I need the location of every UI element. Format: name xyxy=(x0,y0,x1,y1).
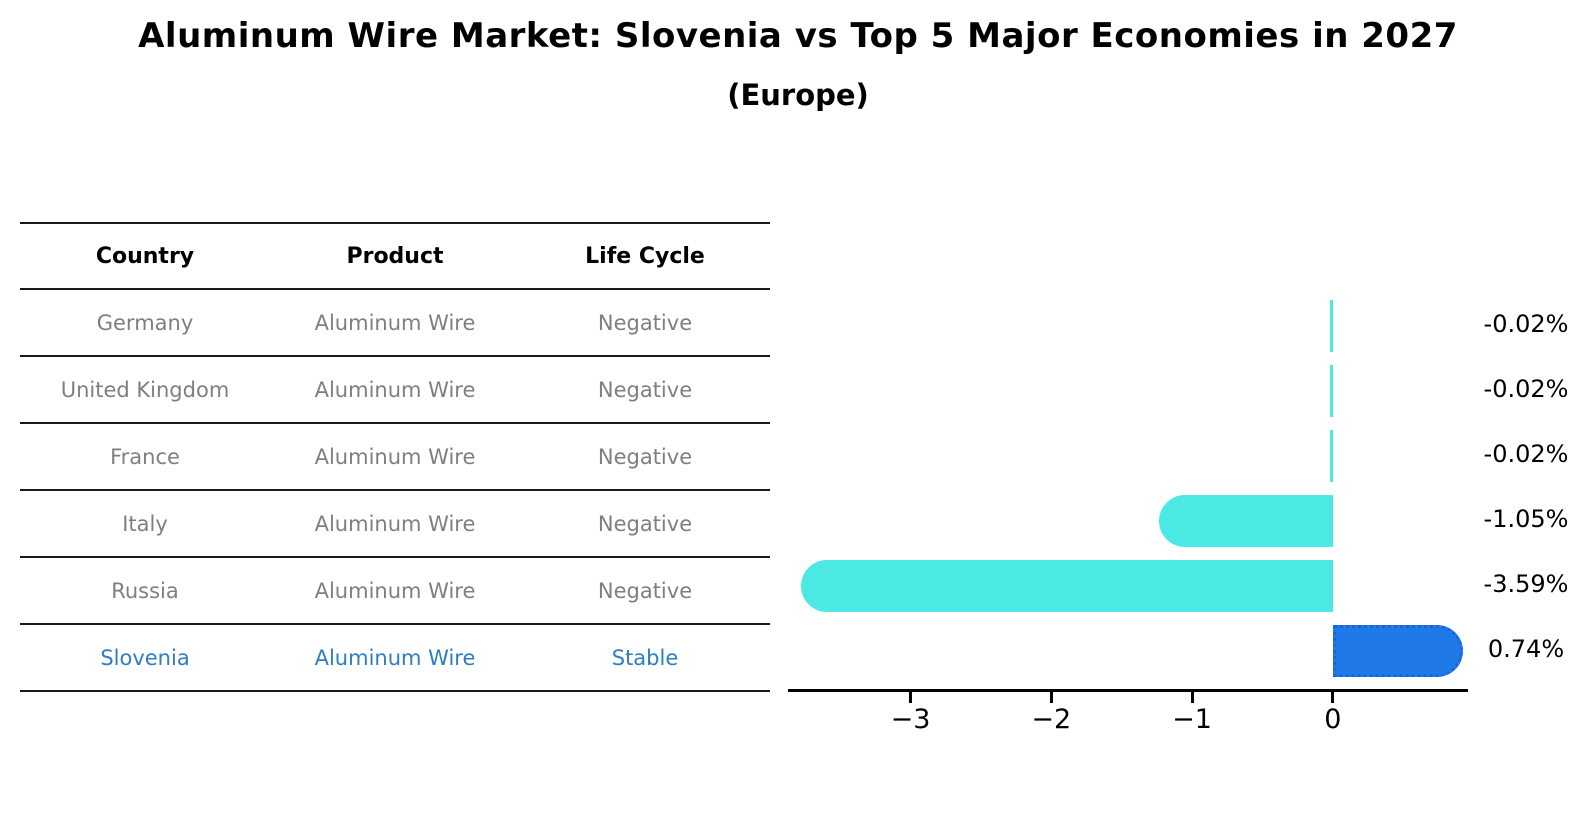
bar-france xyxy=(1330,429,1333,482)
cell-product: Aluminum Wire xyxy=(314,511,476,536)
cell-life-cycle: Negative xyxy=(597,310,693,335)
table-row-russia: Russia Aluminum Wire Negative xyxy=(20,558,770,625)
table-header-life-cycle: Life Cycle xyxy=(585,243,705,269)
bar-russia xyxy=(801,559,1333,612)
table-row-united-kingdom: United Kingdom Aluminum Wire Negative xyxy=(20,357,770,424)
x-tick--2 xyxy=(1049,692,1053,703)
cell-country: Germany xyxy=(96,310,194,335)
cell-country: Italy xyxy=(122,511,168,536)
cell-life-cycle: Stable xyxy=(611,645,679,670)
table-row-france: France Aluminum Wire Negative xyxy=(20,424,770,491)
x-tick-0 xyxy=(1331,692,1335,703)
cell-life-cycle: Negative xyxy=(597,377,693,402)
x-tick-label--3: −3 xyxy=(890,704,931,735)
x-tick-label-0: 0 xyxy=(1324,704,1342,735)
cell-country: France xyxy=(110,444,180,469)
x-tick-label--2: −2 xyxy=(1031,704,1072,735)
cell-life-cycle: Negative xyxy=(597,444,693,469)
bar-italy xyxy=(1159,494,1333,547)
table-row-germany: Germany Aluminum Wire Negative xyxy=(20,290,770,357)
value-label-russia: -3.59% xyxy=(1483,569,1569,598)
value-label-germany: -0.02% xyxy=(1483,309,1569,338)
table-header-row: Country Product Life Cycle xyxy=(20,222,770,290)
x-tick-label--1: −1 xyxy=(1172,704,1212,735)
cell-country: Russia xyxy=(111,578,179,603)
cell-life-cycle: Negative xyxy=(597,511,693,536)
cell-product: Aluminum Wire xyxy=(314,310,476,335)
bar-germany xyxy=(1330,299,1333,352)
country-comparison-table: Country Product Life Cycle Germany Aluminum … xyxy=(20,222,770,692)
cell-product: Aluminum Wire xyxy=(314,578,476,603)
table-row-slovenia: Slovenia Aluminum Wire Stable xyxy=(20,625,770,692)
cell-product: Aluminum Wire xyxy=(314,377,476,402)
table-row-italy: Italy Aluminum Wire Negative xyxy=(20,491,770,558)
x-axis-line xyxy=(788,689,1468,692)
x-tick--3 xyxy=(908,692,912,703)
x-tick--1 xyxy=(1190,692,1194,703)
cell-country: Slovenia xyxy=(100,645,190,670)
table-header-product: Product xyxy=(346,243,444,269)
cell-life-cycle: Negative xyxy=(597,578,693,603)
value-label-france: -0.02% xyxy=(1483,439,1569,468)
bar-united-kingdom xyxy=(1330,364,1333,417)
bar-slovenia xyxy=(1332,624,1464,677)
value-label-italy: -1.05% xyxy=(1483,504,1569,533)
cell-country: United Kingdom xyxy=(60,377,230,402)
value-label-united-kingdom: -0.02% xyxy=(1483,374,1569,403)
chart-title: Aluminum Wire Market: Slovenia vs Top 5 … xyxy=(138,16,1458,56)
cell-product: Aluminum Wire xyxy=(314,645,476,670)
chart-subtitle: (Europe) xyxy=(727,78,869,112)
cell-product: Aluminum Wire xyxy=(314,444,476,469)
table-header-country: Country xyxy=(95,243,195,269)
value-label-slovenia: 0.74% xyxy=(1487,634,1565,663)
